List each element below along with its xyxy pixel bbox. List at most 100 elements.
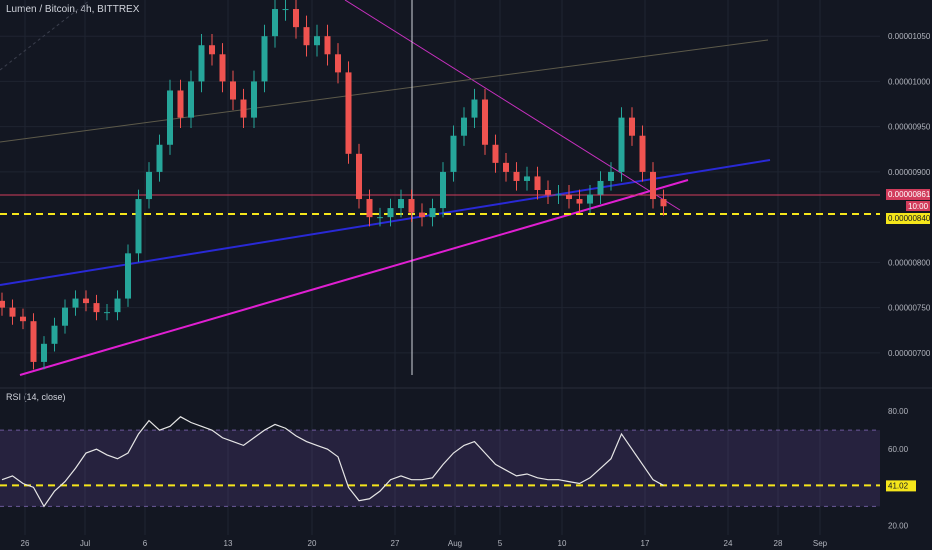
candle-body [93,303,100,313]
y-tick-label: 0.00000750 [888,304,931,313]
y-tick-label: 0.00000700 [888,349,931,358]
upper-trendline [0,39,769,143]
candle-body [356,153,362,200]
candle-body [114,298,121,313]
candle-body [219,54,226,82]
candle-body [608,171,614,181]
candle-body [471,99,478,118]
candle-body [524,176,530,181]
support-price-label: 0.00000840 [888,214,931,223]
candle-body [345,72,352,154]
x-axis: 26 Jul 6 13 20 27 Aug 5 10 17 24 28 Sep [21,539,828,548]
candle-body [419,212,425,218]
x-tick-label: 26 [21,539,30,548]
candle-body [20,316,26,322]
y-tick-label: 0.00001000 [888,77,931,86]
candle-body [177,90,184,118]
y-tick-label: 0.00001050 [888,32,931,41]
candle-body [188,81,194,118]
candle-body [534,176,541,190]
x-tick-label: 27 [391,539,400,548]
candle-body [72,298,79,308]
y-tick-label: 0.00000950 [888,123,931,132]
rsi-tick-label: 20.00 [888,521,909,530]
candle-body [513,171,520,181]
candle-body [125,253,131,299]
candle-body [503,162,509,172]
candle-body [314,36,320,46]
candle-body [324,36,331,55]
candle-body [387,208,394,218]
x-tick-label: 10 [558,539,567,548]
candle-body [230,81,236,100]
x-tick-label: Jul [80,539,90,548]
rsi-value-badge [886,480,916,492]
current-price-badge [886,189,930,200]
candle-body [251,81,257,118]
candle-body [261,36,268,82]
magenta-trendline [19,179,689,376]
candle-body [429,208,436,218]
candle-body [545,190,551,195]
candle-body [482,99,488,145]
candle-body [9,307,16,317]
descending-trendline [344,0,681,211]
countdown-badge [906,201,930,211]
candle-body [576,199,583,204]
x-tick-label: 17 [641,539,650,548]
countdown-label: 10:00 [908,202,929,211]
candle-body [62,307,68,326]
candle-body [587,194,593,204]
rsi-tick-label: 80.00 [888,407,909,416]
candle-body [377,217,383,219]
candle-body [335,54,341,73]
candle-body [597,180,604,195]
candle-body [461,117,467,136]
x-tick-label: Sep [813,539,828,548]
x-tick-label: Aug [448,539,462,548]
grid [0,0,932,535]
x-tick-label: 20 [308,539,317,548]
candle-body [618,117,625,172]
chart-title: Lumen / Bitcoin, 4h, BITTREX [6,4,140,15]
candle-body [156,144,163,172]
current-price-label: 0.00000861 [888,190,931,199]
y-tick-label: 0.00000900 [888,168,931,177]
candle-body [51,325,58,344]
rsi-value-label: 41.02 [888,481,909,490]
candle-body [272,9,278,37]
x-tick-label: 5 [498,539,503,548]
candle-body [282,9,289,11]
x-tick-label: 24 [724,539,733,548]
candle-body [41,343,47,362]
candle-body [167,90,173,145]
candle-body [198,45,205,82]
price-labels: 0.00000861 10:00 0.00000840 41.02 [886,189,931,492]
candle-body [209,45,215,55]
candle-body [240,99,247,118]
x-tick-label: 28 [774,539,783,548]
candle-body [650,171,656,200]
candle-body [30,321,37,362]
candle-body [303,27,310,46]
x-tick-label: 13 [224,539,233,548]
candle-body [104,312,110,314]
candle-body [639,135,646,172]
candle-body [566,194,572,200]
candle-body [398,199,404,209]
candle-body [135,199,142,254]
candle-body [293,9,299,28]
rsi-line [1,416,664,508]
candle-body [629,117,635,136]
candle-body [492,144,499,163]
rsi-title: RSI (14, close) [6,392,66,402]
faint-trendline [0,0,91,71]
y-axis: 0.00001050 0.00001000 0.00000950 0.00000900… [888,32,931,530]
candle-body [450,135,457,172]
candle-body [660,199,667,207]
candles [0,0,667,370]
x-tick-label: 6 [143,539,148,548]
candle-body [366,199,373,218]
candle-body [440,171,446,209]
